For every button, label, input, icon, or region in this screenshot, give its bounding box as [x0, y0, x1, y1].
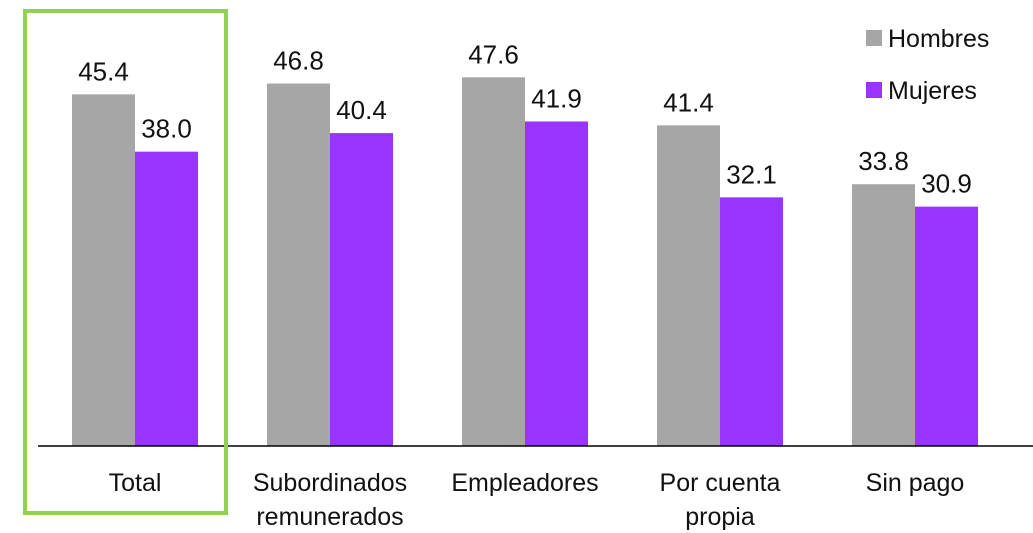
- bar-mujeres-0: [135, 151, 198, 446]
- bar-mujeres-3: [720, 197, 783, 446]
- category-label-2-0: Empleadores: [451, 469, 598, 497]
- value-label-mujeres-1: 40.4: [336, 95, 387, 125]
- value-label-hombres-3: 41.4: [663, 87, 714, 117]
- bar-hombres-0: [72, 94, 135, 447]
- legend-label-hombres: Hombres: [888, 25, 989, 53]
- category-label-0-0: Total: [109, 469, 162, 497]
- category-label-4-0: Sin pago: [866, 469, 965, 497]
- value-label-mujeres-2: 41.9: [531, 83, 582, 113]
- value-label-mujeres-0: 38.0: [141, 114, 192, 144]
- value-label-mujeres-4: 30.9: [921, 169, 972, 199]
- bar-hombres-3: [657, 125, 720, 446]
- bar-hombres-1: [267, 83, 330, 446]
- bar-mujeres-2: [525, 121, 588, 446]
- value-label-hombres-4: 33.8: [858, 146, 909, 176]
- bar-hombres-4: [852, 184, 915, 446]
- legend-swatch-mujeres: [866, 82, 882, 98]
- bars-layer: [72, 77, 978, 447]
- legend-label-mujeres: Mujeres: [888, 77, 977, 105]
- category-label-3-1: propia: [685, 503, 755, 531]
- bar-mujeres-1: [330, 133, 393, 447]
- category-label-1-0: Subordinados: [253, 469, 407, 497]
- category-label-1-1: remunerados: [256, 503, 403, 531]
- value-label-hombres-1: 46.8: [273, 46, 324, 76]
- total-highlight-box: [23, 9, 228, 515]
- legend-swatch-hombres: [866, 30, 882, 46]
- bar-hombres-2: [462, 77, 525, 447]
- category-label-3-0: Por cuenta: [660, 469, 781, 497]
- value-label-mujeres-3: 32.1: [726, 159, 777, 189]
- category-labels-layer: Total Subordinados remunerados Empleadores P…: [109, 469, 965, 531]
- value-label-hombres-0: 45.4: [78, 56, 129, 86]
- legend: Hombres Mujeres: [866, 25, 989, 105]
- value-labels-layer: 45.4 46.8 47.6 41.4 33.8 38.0 40.4 41.9 32.1 30.9: [78, 39, 972, 198]
- bar-mujeres-4: [915, 206, 978, 446]
- value-label-hombres-2: 47.6: [468, 39, 519, 69]
